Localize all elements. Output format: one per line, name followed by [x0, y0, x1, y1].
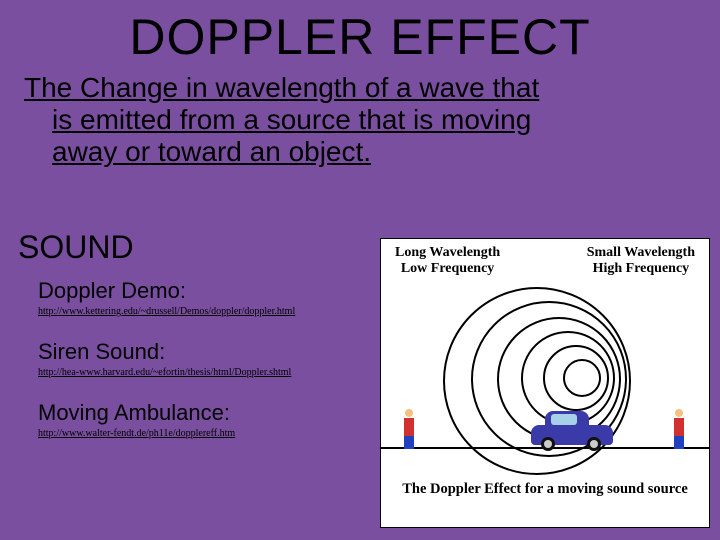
doppler-figure: Long Wavelength Low Frequency Small Wave…: [380, 238, 710, 528]
figure-caption: The Doppler Effect for a moving sound so…: [381, 477, 709, 504]
page-title: DOPPLER EFFECT: [0, 0, 720, 66]
figure-right-label: Small Wavelength High Frequency: [587, 245, 695, 277]
definition-text: The Change in wavelength of a wave that …: [0, 66, 720, 169]
figure-left-label: Long Wavelength Low Frequency: [395, 245, 500, 277]
left-label-1: Long Wavelength: [395, 245, 500, 260]
person-icon: [671, 409, 687, 449]
right-label-2: High Frequency: [593, 261, 690, 276]
left-label-2: Low Frequency: [401, 261, 494, 276]
definition-line3: away or toward an object.: [24, 136, 696, 168]
car-icon: [531, 411, 613, 451]
definition-line2: is emitted from a source that is moving: [24, 104, 696, 136]
figure-canvas: [381, 277, 709, 477]
right-label-1: Small Wavelength: [587, 245, 695, 260]
definition-line1: The Change in wavelength of a wave that: [24, 72, 539, 103]
figure-top-labels: Long Wavelength Low Frequency Small Wave…: [381, 239, 709, 277]
person-icon: [401, 409, 417, 449]
wave-circle: [563, 359, 601, 397]
